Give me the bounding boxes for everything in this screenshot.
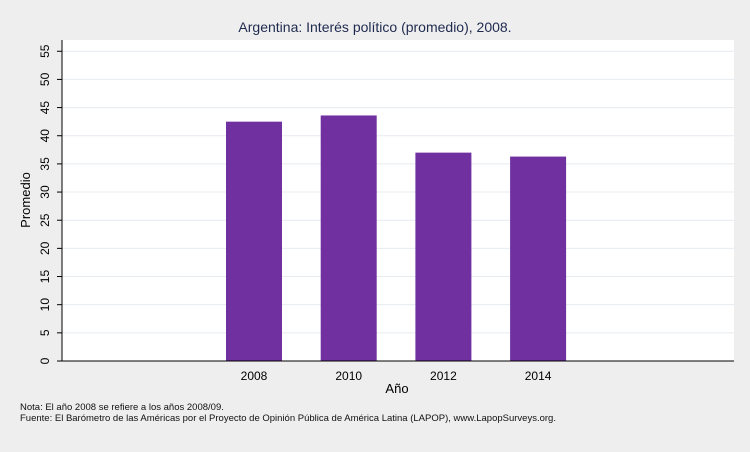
bar-chart: Argentina: Interés político (promedio), … xyxy=(18,19,734,396)
y-tick-label: 45 xyxy=(38,101,52,115)
y-tick-label: 35 xyxy=(38,157,52,171)
footnotes: Nota: El año 2008 se refiere a los años … xyxy=(20,402,740,424)
x-tick-label: 2014 xyxy=(525,369,552,383)
x-axis-ticks: 2008 2010 2012 2014 xyxy=(241,369,552,383)
bar-2012 xyxy=(415,152,472,361)
footnote-fuente: Fuente: El Barómetro de las Américas por… xyxy=(20,413,556,424)
y-tick-label: 10 xyxy=(38,298,52,312)
y-tick-label: 30 xyxy=(38,185,52,199)
bar-2008 xyxy=(226,121,282,361)
y-axis-label: Promedio xyxy=(18,172,33,228)
y-tick-label: 0 xyxy=(38,357,52,364)
y-tick-label: 50 xyxy=(38,72,52,86)
x-tick-label: 2012 xyxy=(430,369,457,383)
x-axis-label: Año xyxy=(385,381,408,396)
y-tick-label: 25 xyxy=(38,213,52,227)
y-tick-label: 55 xyxy=(38,44,52,58)
bars xyxy=(226,115,567,361)
x-tick-label: 2010 xyxy=(335,369,362,383)
footnote-nota: Nota: El año 2008 se refiere a los años … xyxy=(20,402,224,413)
gridlines xyxy=(62,50,734,334)
x-tick-label: 2008 xyxy=(241,369,268,383)
bar-2014 xyxy=(510,156,567,361)
bar-2010 xyxy=(320,115,377,361)
chart-title: Argentina: Interés político (promedio), … xyxy=(238,19,511,35)
plot-area xyxy=(62,40,734,361)
y-tick-label: 20 xyxy=(38,241,52,255)
y-tick-label: 5 xyxy=(38,329,52,336)
y-tick-label: 15 xyxy=(38,270,52,284)
y-axis-ticks: 0 5 10 15 20 25 30 35 40 45 50 55 xyxy=(38,44,62,364)
y-tick-label: 40 xyxy=(38,129,52,143)
